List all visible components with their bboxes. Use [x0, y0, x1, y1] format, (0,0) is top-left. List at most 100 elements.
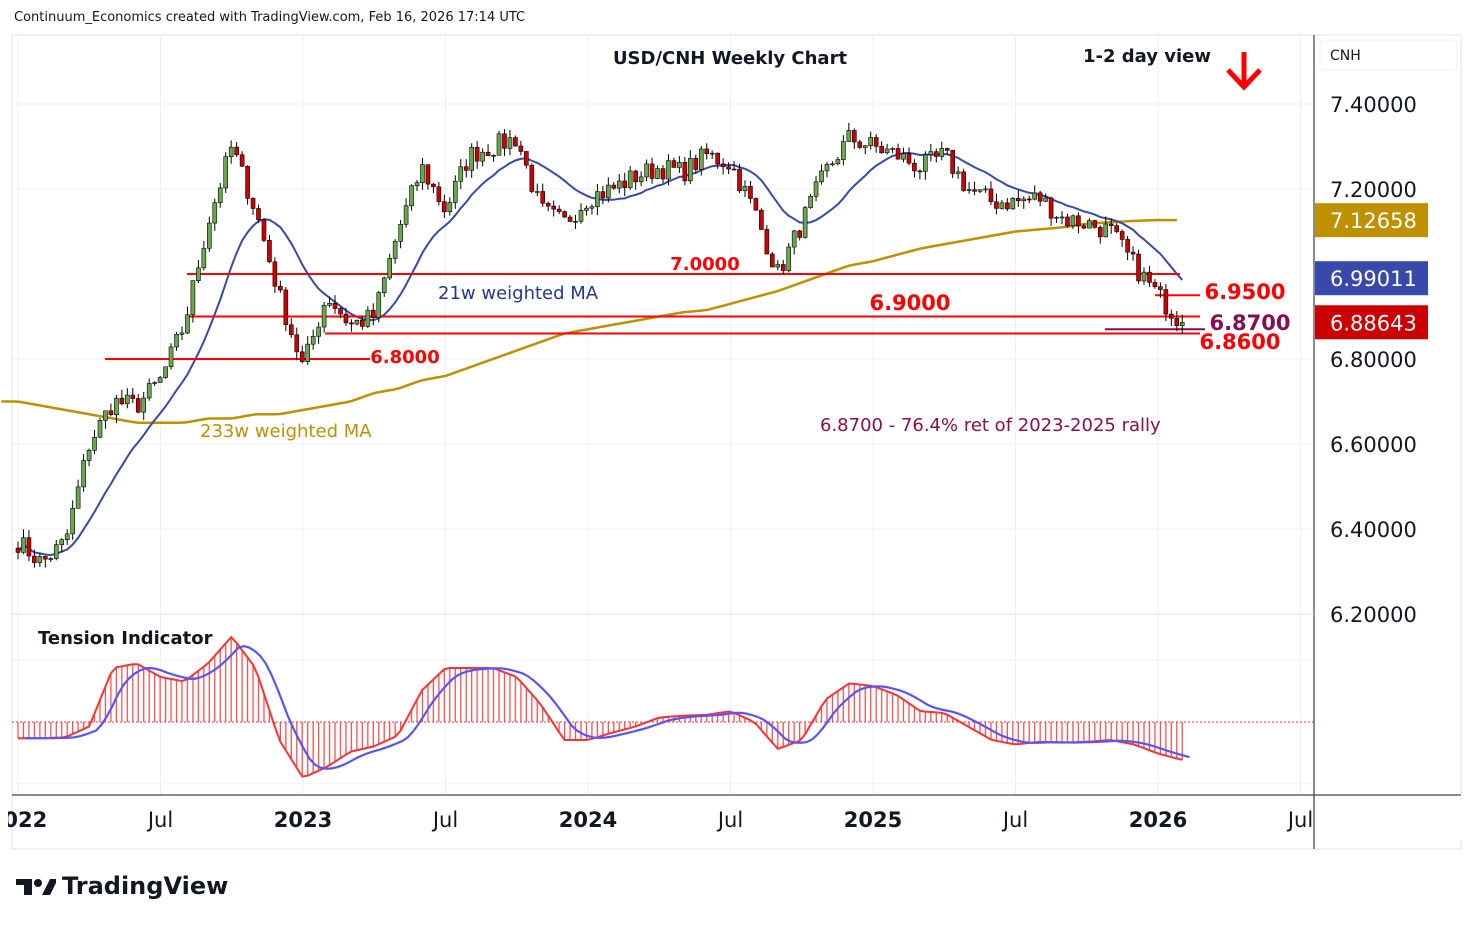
candle-body	[420, 164, 425, 183]
candle	[775, 260, 781, 271]
candle-body	[600, 191, 606, 199]
candle	[868, 131, 874, 150]
candle-body	[524, 151, 529, 166]
candle	[1081, 223, 1087, 230]
currency-box[interactable]	[1319, 39, 1458, 71]
candle-body	[895, 148, 901, 160]
candle-body	[797, 230, 802, 238]
price-tick: 7.20000	[1330, 178, 1417, 202]
candle-body	[212, 202, 218, 224]
candle-body	[1054, 216, 1059, 219]
candle	[1032, 185, 1037, 201]
candle-body	[157, 377, 163, 383]
candle-body	[857, 141, 863, 148]
candle	[567, 215, 573, 222]
candle-body	[283, 289, 289, 326]
candle-body	[884, 148, 890, 154]
candle	[988, 181, 994, 206]
last-price-tag-text: 6.88643	[1330, 311, 1417, 335]
candle-body	[715, 152, 720, 165]
candle-body	[436, 186, 442, 202]
time-tick: 2025	[844, 808, 902, 832]
candle-body	[950, 150, 955, 174]
candle	[977, 189, 983, 194]
candle-body	[272, 261, 278, 287]
candle	[972, 181, 977, 196]
candle	[207, 216, 212, 252]
candle	[1169, 309, 1174, 326]
candle-body	[392, 241, 398, 259]
candle-body	[1081, 225, 1087, 229]
candle-body	[442, 201, 447, 213]
candle	[81, 454, 86, 492]
candle	[1152, 279, 1158, 289]
time-tick: 2026	[1129, 808, 1187, 832]
candle-body	[376, 292, 382, 319]
candle-body	[513, 137, 518, 147]
candle-body	[360, 319, 365, 327]
candle	[857, 139, 863, 150]
candle-body	[278, 285, 283, 291]
candle	[726, 162, 731, 175]
candle	[584, 205, 589, 216]
candle	[928, 143, 934, 162]
candle-body	[1119, 231, 1125, 240]
candle-body	[534, 191, 540, 193]
candle-body	[502, 133, 507, 149]
candle-body	[616, 180, 622, 189]
candle-body	[190, 280, 196, 316]
price-tick: 6.20000	[1330, 603, 1417, 627]
candle-body	[239, 154, 245, 167]
candle-body	[704, 148, 710, 154]
last-price-tag	[1315, 305, 1428, 340]
candle	[272, 257, 278, 294]
candle-body	[1141, 271, 1147, 282]
candle-body	[649, 163, 655, 179]
candle-body	[994, 201, 999, 209]
candle	[862, 145, 868, 155]
candle	[677, 156, 682, 173]
candle	[114, 395, 119, 424]
candle-body	[250, 198, 256, 209]
candle	[890, 147, 895, 154]
indicator-title: Tension Indicator	[38, 628, 213, 649]
candle-body	[830, 163, 835, 166]
candle	[1015, 190, 1021, 207]
candle	[26, 530, 32, 562]
price-tick: 7.40000	[1330, 93, 1417, 117]
tension-indicator	[12, 635, 1314, 778]
candle	[682, 157, 688, 186]
candle	[923, 151, 928, 180]
candle-body	[26, 537, 32, 557]
candle	[595, 184, 600, 216]
candle	[524, 151, 529, 169]
candle	[578, 203, 584, 224]
candle-body	[682, 162, 688, 182]
price-tick: 6.60000	[1330, 433, 1417, 457]
price-tick: 6.80000	[1330, 348, 1417, 372]
candle	[398, 219, 403, 249]
candle	[879, 141, 884, 154]
candle	[261, 218, 267, 243]
candle-body	[966, 189, 972, 191]
candle-body	[545, 202, 551, 207]
candle-body	[294, 334, 300, 353]
candle	[573, 214, 578, 229]
candle-body	[316, 326, 321, 337]
candle-body	[988, 188, 994, 203]
candle-body	[633, 170, 638, 183]
candle-body	[409, 185, 414, 207]
candle	[562, 210, 567, 218]
candle-body	[791, 230, 797, 248]
candle-body	[748, 185, 753, 199]
candle-body	[1147, 271, 1152, 283]
candle-body	[841, 141, 846, 160]
candle-body	[1010, 197, 1016, 210]
candle	[999, 199, 1005, 210]
ma21-annotation: 21w weighted MA	[438, 283, 599, 304]
candle	[824, 161, 830, 178]
tradingview-logo[interactable]: TradingView	[16, 872, 228, 900]
candle-body	[114, 397, 119, 415]
